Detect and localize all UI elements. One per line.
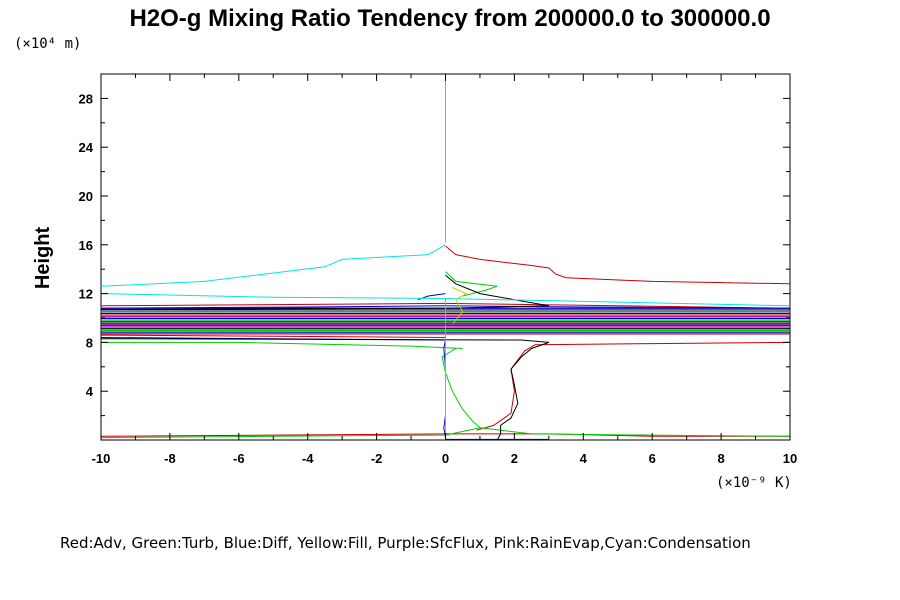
series-line (445, 245, 790, 285)
series-line (101, 338, 550, 440)
legend: Red:Adv, Green:Turb, Blue:Diff, Yellow:F… (60, 534, 751, 552)
y-tick-label: 24 (79, 140, 94, 155)
x-tick-label: -6 (233, 451, 245, 466)
x-tick-label: -8 (164, 451, 176, 466)
x-tick-label: -2 (371, 451, 383, 466)
x-tick-label: 10 (783, 451, 797, 466)
x-tick-label: 2 (511, 451, 518, 466)
series-line (452, 287, 468, 325)
series-line (101, 337, 447, 438)
series-line (101, 341, 463, 349)
y-tick-label: 16 (79, 238, 93, 253)
y-unit-label: (×10⁴ m) (14, 36, 81, 52)
series-line (441, 348, 481, 429)
chart-title: H2O-g Mixing Ratio Tendency from 200000.… (129, 5, 770, 32)
series-layer (101, 74, 790, 440)
y-tick-label: 4 (86, 384, 94, 399)
series-line (101, 244, 446, 287)
x-tick-label: -4 (302, 451, 314, 466)
series-line (101, 433, 790, 437)
x-tick-label: 6 (649, 451, 656, 466)
x-tick-label: -10 (92, 451, 111, 466)
y-tick-label: 8 (86, 335, 93, 350)
x-tick-label: 0 (442, 451, 449, 466)
y-tick-label: 12 (79, 287, 93, 302)
y-axis-label: Height (32, 227, 54, 290)
series-line (445, 271, 498, 297)
y-tick-label: 28 (79, 91, 93, 106)
x-tick-label: 4 (580, 451, 588, 466)
y-tick-label: 20 (79, 189, 93, 204)
x-tick-label: 8 (717, 451, 724, 466)
series-line (101, 334, 446, 338)
x-unit-label: (×10⁻⁹ K) (716, 475, 792, 491)
